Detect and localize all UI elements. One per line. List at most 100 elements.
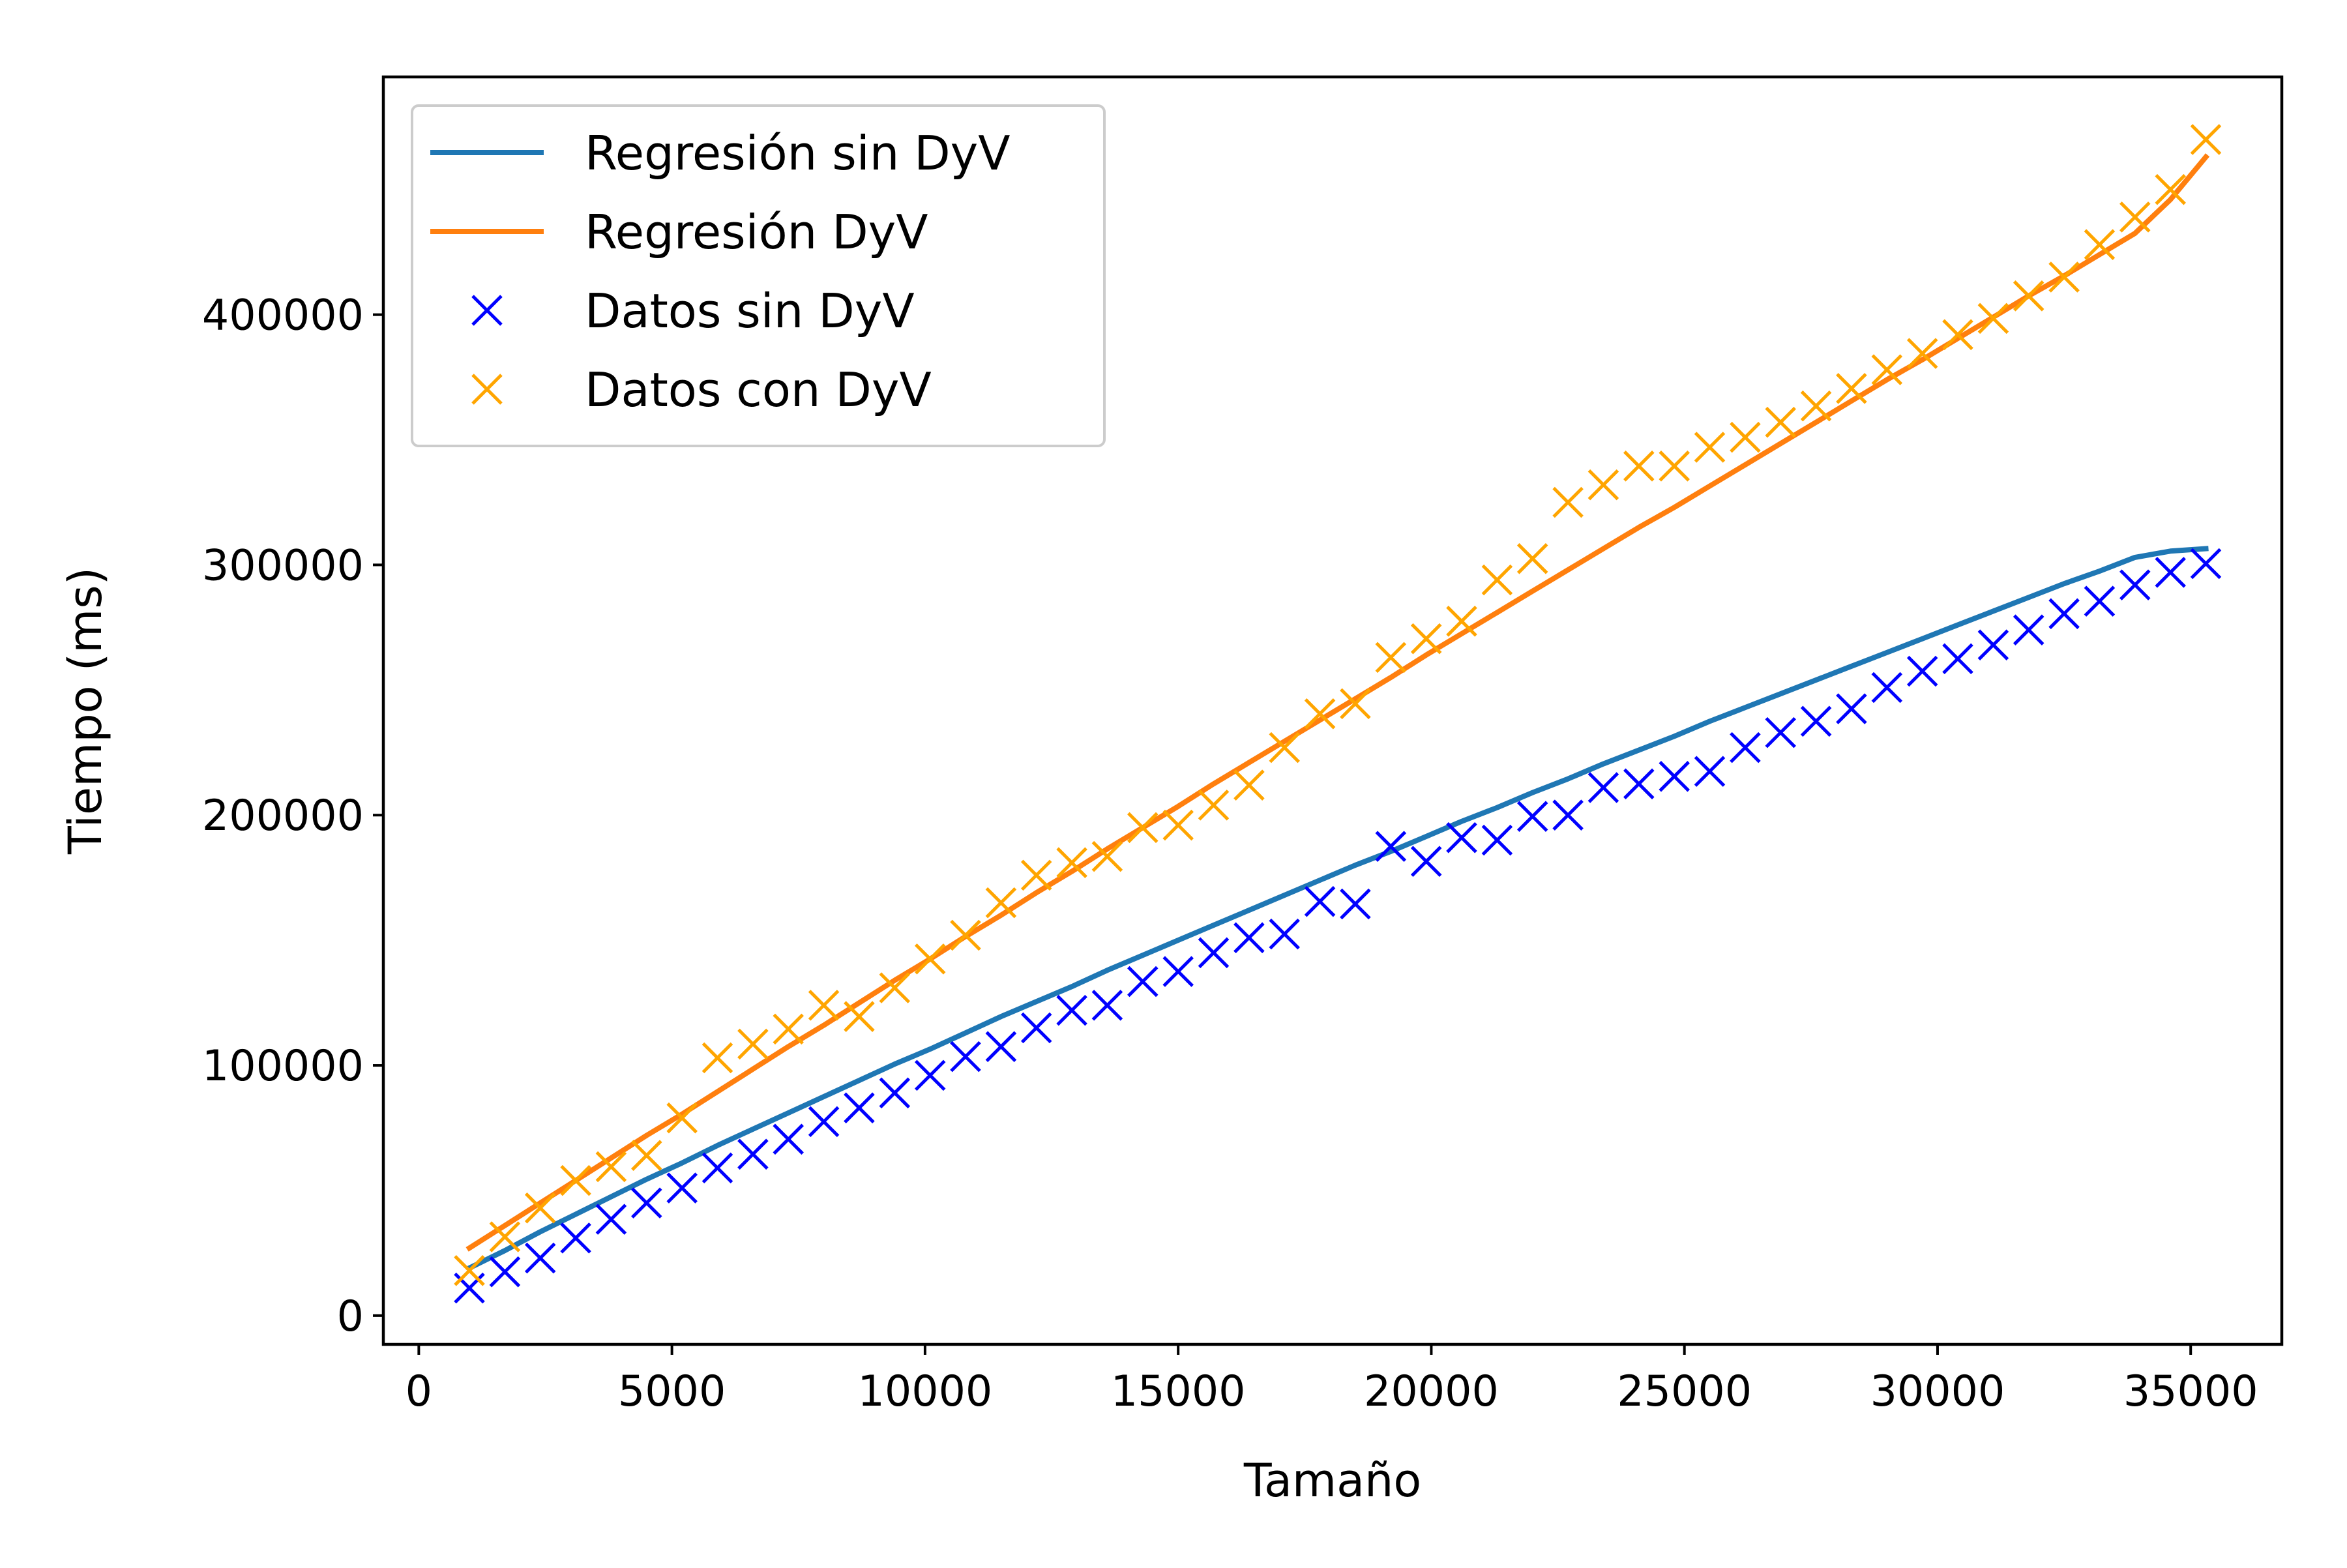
data-point-3-20 [1162,809,1194,841]
x-tick-label-5: 25000 [1617,1367,1752,1416]
data-point-3-6 [666,1102,698,1134]
data-point-3-4 [595,1151,627,1183]
data-point-3-29 [1481,564,1513,596]
data-point-3-25 [1340,688,1371,720]
data-point-2-22 [1233,922,1265,954]
series-line-1 [465,153,2210,1252]
data-point-2-33 [1623,768,1655,800]
data-point-3-28 [1446,606,1477,637]
data-point-3-2 [524,1192,556,1224]
data-point-2-24 [1304,885,1336,917]
data-point-3-43 [1977,303,2009,334]
plot-area [454,124,2222,1304]
y-tick-label-2: 200000 [202,791,364,840]
data-point-3-11 [844,1001,875,1032]
data-point-2-39 [1836,693,1867,724]
data-point-3-22 [1233,769,1265,801]
data-point-3-16 [1020,859,1052,891]
data-point-3-31 [1552,486,1584,518]
data-point-2-28 [1446,822,1477,853]
data-point-2-6 [666,1172,698,1204]
data-point-2-13 [914,1059,946,1091]
data-point-2-45 [2048,598,2080,630]
data-point-2-32 [1587,772,1619,803]
data-point-3-26 [1375,642,1407,673]
x-axis: 0 5000 10000 15000 20000 25000 30000 35000 [406,1344,2258,1416]
data-point-2-40 [1871,672,1903,703]
data-point-3-47 [2119,201,2151,233]
data-point-2-20 [1162,956,1194,987]
data-point-3-21 [1198,790,1230,821]
data-point-3-30 [1516,543,1548,574]
data-point-2-7 [701,1152,733,1184]
data-point-2-23 [1269,918,1300,950]
plot-frame [381,75,2284,1346]
data-point-3-42 [1942,319,1973,351]
y-axis: 0 100000 200000 300000 400000 [202,291,383,1341]
x-tick-label-3: 15000 [1111,1367,1246,1416]
data-point-3-38 [1800,390,1832,422]
data-point-2-37 [1765,717,1796,748]
legend-box [411,104,1106,447]
data-point-2-43 [1977,629,2009,660]
data-point-2-38 [1800,705,1832,737]
data-point-2-30 [1516,801,1548,832]
data-point-2-48 [2155,557,2186,588]
y-axis-label: Tiempo (ms) [59,567,112,855]
x-tick-label-0: 0 [406,1367,432,1416]
data-point-3-0 [454,1255,485,1286]
data-point-2-41 [1906,655,1938,687]
data-point-3-33 [1623,451,1655,482]
data-point-3-9 [773,1013,804,1045]
data-point-3-32 [1587,469,1619,501]
data-point-2-19 [1127,966,1159,998]
data-point-2-11 [844,1092,875,1124]
data-point-2-15 [985,1031,1017,1063]
data-point-2-12 [879,1077,911,1109]
data-point-2-17 [1056,994,1087,1026]
data-point-2-29 [1481,824,1513,856]
legend: Regresión sin DyV Regresión DyV Datos sin … [411,104,1106,447]
legend-swatch-2 [471,295,503,326]
series-line-0 [465,546,2209,1272]
data-point-3-45 [2048,261,2080,293]
data-point-3-18 [1091,840,1123,872]
data-point-3-41 [1906,338,1938,369]
data-point-3-8 [737,1028,769,1060]
data-point-2-25 [1340,888,1371,920]
x-tick-label-4: 20000 [1364,1367,1499,1416]
data-point-2-9 [773,1123,804,1155]
data-point-2-14 [950,1041,981,1072]
x-axis-label: Tamaño [1243,1454,1421,1507]
data-point-3-7 [701,1042,733,1074]
data-point-3-12 [879,972,911,1003]
data-point-2-1 [489,1256,521,1288]
data-point-3-17 [1056,847,1087,878]
data-point-3-1 [489,1221,521,1252]
data-point-2-35 [1694,756,1726,787]
data-point-2-49 [2190,548,2222,580]
data-point-2-4 [595,1204,627,1235]
data-point-2-21 [1198,937,1230,969]
y-tick-label-0: 0 [337,1292,364,1341]
x-tick-label-2: 10000 [858,1367,993,1416]
data-point-2-5 [631,1187,662,1219]
data-point-2-31 [1552,799,1584,831]
data-point-3-10 [808,990,840,1021]
data-point-3-35 [1694,432,1726,463]
data-point-3-23 [1269,732,1300,763]
data-point-3-46 [2084,229,2116,260]
data-point-3-44 [2013,280,2044,312]
data-point-2-44 [2013,614,2044,645]
data-point-2-26 [1375,831,1407,862]
data-point-3-14 [950,919,981,951]
data-point-2-36 [1730,732,1761,763]
data-point-2-18 [1091,990,1123,1021]
data-point-2-42 [1942,643,1973,675]
x-tick-label-7: 35000 [2123,1367,2258,1416]
data-point-3-49 [2190,124,2222,155]
y-tick-label-1: 100000 [202,1042,364,1091]
legend-swatch-3 [471,374,503,405]
